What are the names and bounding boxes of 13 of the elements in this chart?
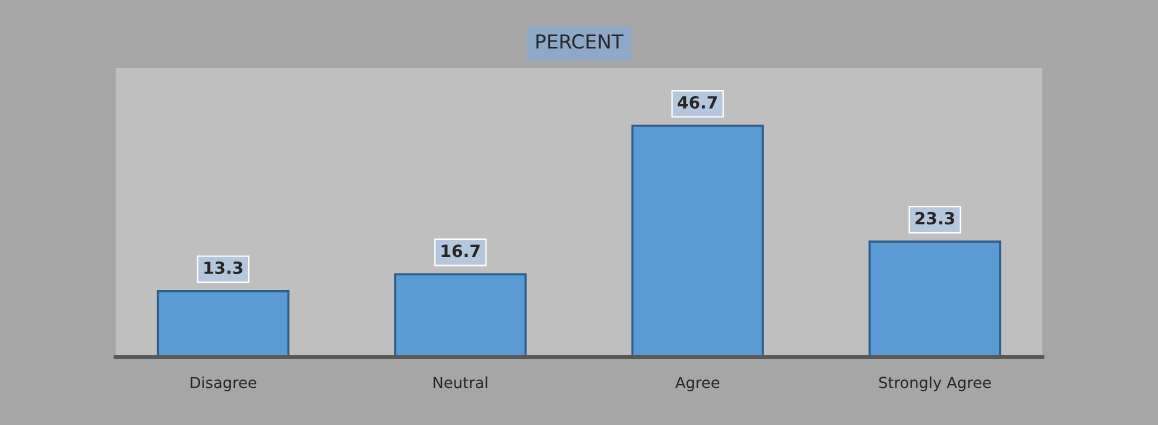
data-label: 46.7 (677, 96, 717, 109)
bar (156, 290, 290, 357)
bar (394, 273, 527, 357)
x-tick-label: Strongly Agree (879, 376, 991, 392)
x-tick-label: Neutral (433, 376, 488, 389)
bar (868, 240, 1002, 357)
x-tick-label: Disagree (190, 376, 257, 392)
bar (631, 124, 764, 357)
x-tick-label: Agree (675, 376, 720, 392)
data-label: 13.3 (204, 261, 243, 275)
data-label: 16.7 (441, 244, 480, 258)
data-label: 23.3 (915, 211, 955, 225)
chart-title: PERCENT (536, 34, 624, 49)
